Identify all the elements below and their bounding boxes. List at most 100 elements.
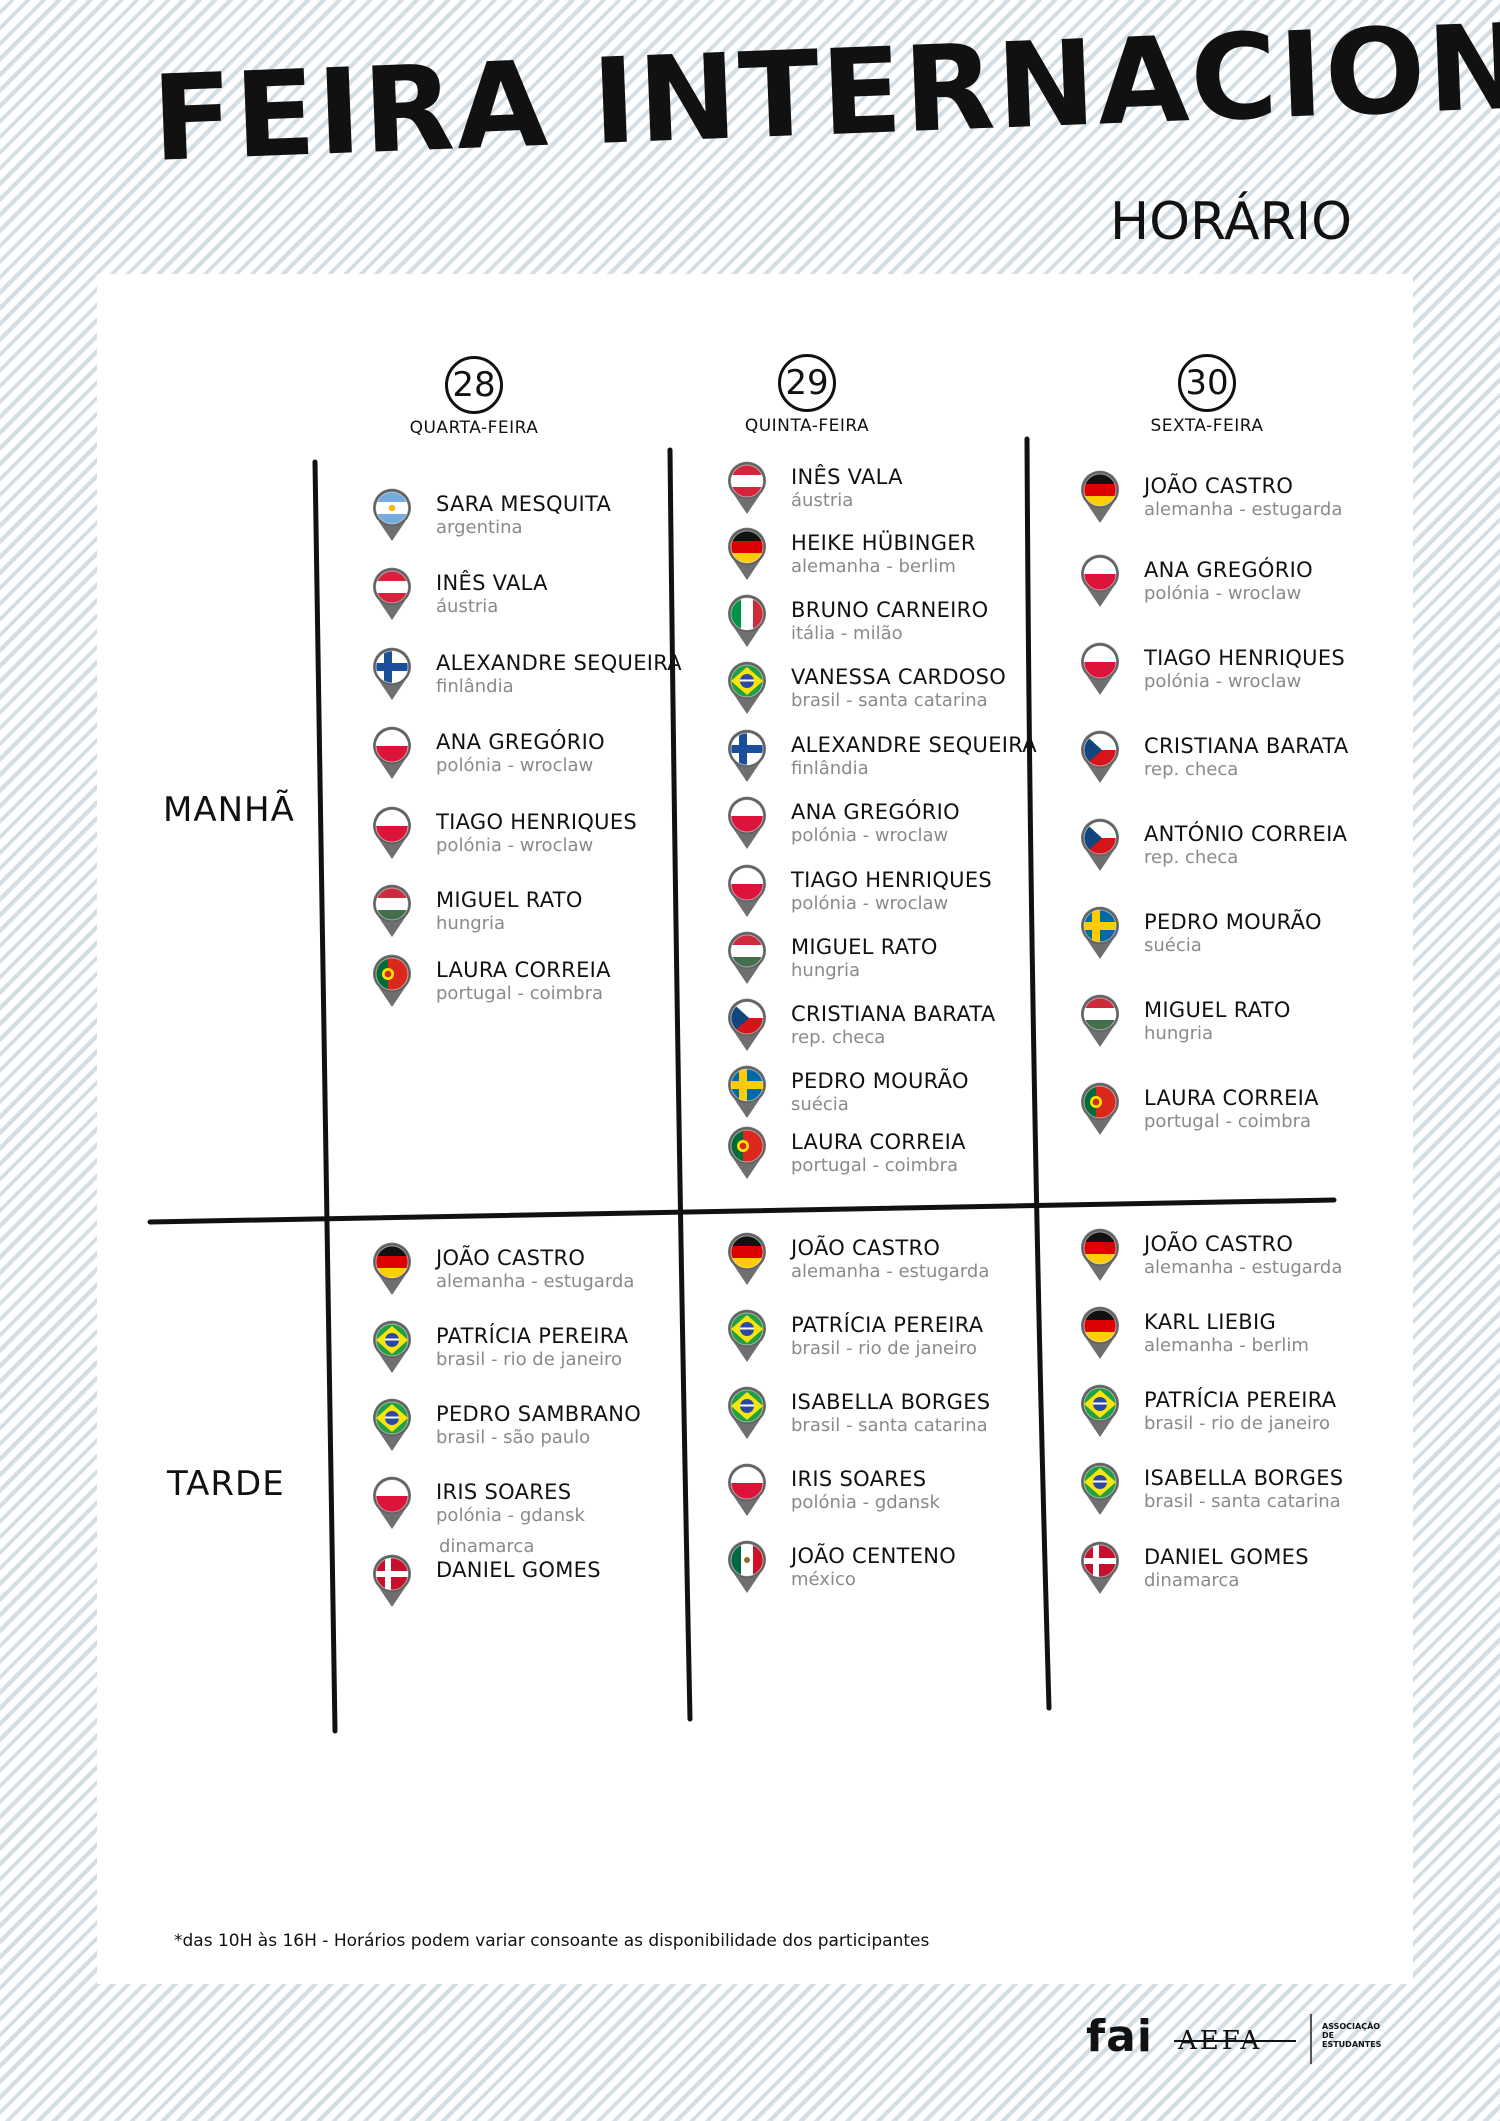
page-subtitle: HORÁRIO bbox=[1109, 192, 1352, 252]
poland-flag-pin-icon bbox=[373, 1476, 411, 1529]
entry-info: TIAGO HENRIQUES polónia - wroclaw bbox=[791, 864, 992, 914]
association-logo: ASSOCIAÇÃO DE ESTUDANTES bbox=[1322, 2022, 1382, 2049]
entry-info: JOÃO CASTRO alemanha - estugarda bbox=[791, 1232, 989, 1282]
entry-info: LAURA CORREIA portugal - coimbra bbox=[436, 954, 611, 1004]
portugal-flag-pin-icon bbox=[728, 1126, 766, 1179]
schedule-entry: ANA GREGÓRIO polónia - wroclaw bbox=[372, 726, 605, 780]
schedule-entry: JOÃO CASTRO alemanha - estugarda bbox=[1080, 1228, 1342, 1282]
participant-location: portugal - coimbra bbox=[791, 1155, 959, 1176]
participant-name: IRIS SOARES bbox=[436, 1480, 572, 1504]
schedule-entry: LAURA CORREIA portugal - coimbra bbox=[1080, 1082, 1319, 1136]
schedule-entry: JOÃO CENTENO méxico bbox=[727, 1540, 956, 1594]
grid-line-vertical-3 bbox=[1024, 436, 1052, 1711]
participant-name: JOÃO CASTRO bbox=[1144, 1232, 1294, 1256]
entry-info: MIGUEL RATO hungria bbox=[791, 931, 938, 981]
participant-name: LAURA CORREIA bbox=[436, 958, 611, 982]
germany-flag-pin-icon bbox=[1081, 470, 1119, 523]
participant-location: itália - milão bbox=[791, 623, 903, 644]
germany-flag-pin-icon bbox=[1081, 1306, 1119, 1359]
participant-name: MIGUEL RATO bbox=[791, 935, 938, 959]
participant-name: IRIS SOARES bbox=[791, 1467, 927, 1491]
participant-location: polónia - wroclaw bbox=[436, 755, 594, 776]
entry-info: MIGUEL RATO hungria bbox=[1144, 994, 1291, 1044]
schedule-entry: MIGUEL RATO hungria bbox=[727, 931, 938, 985]
schedule-entry: ANA GREGÓRIO polónia - wroclaw bbox=[1080, 554, 1313, 608]
participant-location: alemanha - berlim bbox=[791, 556, 956, 577]
period-label-morning: MANHÃ bbox=[163, 790, 295, 830]
schedule-entry: PATRÍCIA PEREIRA brasil - rio de janeiro bbox=[372, 1320, 628, 1374]
poland-flag-pin-icon bbox=[373, 806, 411, 859]
participant-name: INÊS VALA bbox=[436, 571, 548, 595]
participant-location: alemanha - estugarda bbox=[436, 1271, 635, 1292]
participant-name: LAURA CORREIA bbox=[791, 1130, 966, 1154]
participant-name: TIAGO HENRIQUES bbox=[791, 868, 993, 892]
participant-name: TIAGO HENRIQUES bbox=[1144, 646, 1346, 670]
participant-location: hungria bbox=[791, 960, 861, 981]
finland-flag-pin-icon bbox=[728, 729, 766, 782]
participant-name: CRISTIANA BARATA bbox=[791, 1002, 996, 1026]
participant-location: brasil - santa catarina bbox=[1144, 1491, 1341, 1512]
entry-info: ISABELLA BORGES brasil - santa catarina bbox=[1144, 1462, 1343, 1512]
entry-info: VANESSA CARDOSO brasil - santa catarina bbox=[791, 661, 1006, 711]
entry-info: PEDRO MOURÃO suécia bbox=[1144, 906, 1322, 956]
participant-name: HEIKE HÜBINGER bbox=[791, 531, 976, 555]
participant-location: brasil - santa catarina bbox=[791, 690, 988, 711]
brazil-flag-pin-icon bbox=[728, 661, 766, 714]
participant-name: JOÃO CASTRO bbox=[791, 1236, 941, 1260]
participant-location: rep. checa bbox=[1144, 759, 1239, 780]
participant-name: ISABELLA BORGES bbox=[791, 1390, 991, 1414]
argentina-flag-pin-icon bbox=[373, 488, 411, 541]
schedule-entry: IRIS SOARES polónia - gdansk bbox=[727, 1463, 940, 1517]
participant-location: áustria bbox=[436, 596, 499, 617]
fai-logo: fai bbox=[1086, 2011, 1153, 2062]
schedule-entry: TIAGO HENRIQUES polónia - wroclaw bbox=[372, 806, 637, 860]
participant-location: brasil - são paulo bbox=[436, 1427, 591, 1448]
schedule-entry: JOÃO CASTRO alemanha - estugarda bbox=[1080, 470, 1342, 524]
aefa-logo-line bbox=[1174, 2040, 1296, 2042]
entry-info: JOÃO CASTRO alemanha - estugarda bbox=[1144, 1228, 1342, 1278]
participant-name: DANIEL GOMES bbox=[436, 1558, 601, 1582]
czech-flag-pin-icon bbox=[728, 998, 766, 1051]
entry-info: PEDRO SAMBRANO brasil - são paulo bbox=[436, 1398, 641, 1448]
day-number: 29 bbox=[778, 354, 836, 412]
czech-flag-pin-icon bbox=[1081, 818, 1119, 871]
germany-flag-pin-icon bbox=[1081, 1228, 1119, 1281]
day-name: SEXTA-FEIRA bbox=[1150, 416, 1264, 436]
entry-info: TIAGO HENRIQUES polónia - wroclaw bbox=[1144, 642, 1345, 692]
participant-name: ANA GREGÓRIO bbox=[1144, 558, 1313, 582]
schedule-entry: JOÃO CASTRO alemanha - estugarda bbox=[727, 1232, 989, 1286]
schedule-entry: MIGUEL RATO hungria bbox=[1080, 994, 1291, 1048]
participant-location: finlândia bbox=[791, 758, 869, 779]
schedule-entry: TIAGO HENRIQUES polónia - wroclaw bbox=[727, 864, 992, 918]
participant-location: rep. checa bbox=[791, 1027, 886, 1048]
participant-location: alemanha - estugarda bbox=[1144, 499, 1343, 520]
finland-flag-pin-icon bbox=[373, 647, 411, 700]
hungary-flag-pin-icon bbox=[373, 884, 411, 937]
entry-info: PATRÍCIA PEREIRA brasil - rio de janeiro bbox=[1144, 1384, 1336, 1434]
participant-name: TIAGO HENRIQUES bbox=[436, 810, 638, 834]
schedule-entry: ALEXANDRE SEQUEIRA finlândia bbox=[372, 647, 682, 701]
schedule-entry: LAURA CORREIA portugal - coimbra bbox=[727, 1126, 966, 1180]
schedule-entry: ALEXANDRE SEQUEIRA finlândia bbox=[727, 729, 1037, 783]
brazil-flag-pin-icon bbox=[728, 1309, 766, 1362]
poland-flag-pin-icon bbox=[1081, 554, 1119, 607]
participant-name: LAURA CORREIA bbox=[1144, 1086, 1319, 1110]
day-name: QUINTA-FEIRA bbox=[744, 416, 870, 436]
participant-name: JOÃO CASTRO bbox=[1144, 474, 1294, 498]
schedule-entry: ANTÓNIO CORREIA rep. checa bbox=[1080, 818, 1347, 872]
entry-info: ALEXANDRE SEQUEIRA finlândia bbox=[791, 729, 1037, 779]
schedule-entry: VANESSA CARDOSO brasil - santa catarina bbox=[727, 661, 1006, 715]
participant-name: JOÃO CENTENO bbox=[791, 1544, 957, 1568]
brazil-flag-pin-icon bbox=[373, 1320, 411, 1373]
germany-flag-pin-icon bbox=[373, 1242, 411, 1295]
participant-location: hungria bbox=[436, 913, 506, 934]
entry-info: CRISTIANA BARATA rep. checa bbox=[791, 998, 996, 1048]
participant-name: PEDRO SAMBRANO bbox=[436, 1402, 642, 1426]
brazil-flag-pin-icon bbox=[1081, 1462, 1119, 1515]
participant-location: polónia - gdansk bbox=[436, 1505, 585, 1526]
day-number: 30 bbox=[1178, 354, 1236, 412]
entry-info: PATRÍCIA PEREIRA brasil - rio de janeiro bbox=[436, 1320, 628, 1370]
participant-name: CRISTIANA BARATA bbox=[1144, 734, 1349, 758]
austria-flag-pin-icon bbox=[728, 461, 766, 514]
participant-location: finlândia bbox=[436, 676, 514, 697]
